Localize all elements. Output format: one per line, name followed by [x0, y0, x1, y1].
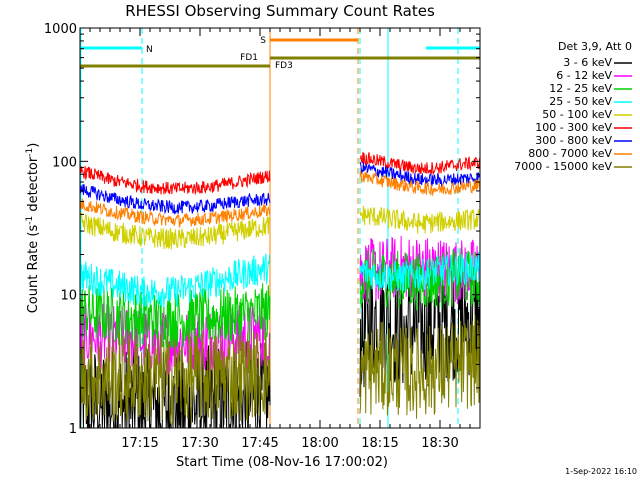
legend-label-1: 6 - 12 keV [556, 69, 612, 82]
y-axis-label-part1: Count Rate (s [26, 225, 41, 314]
legend-label-6: 300 - 800 keV [535, 134, 612, 147]
legend-label-3: 25 - 50 keV [549, 95, 612, 108]
series-line-8-seg1 [79, 330, 271, 426]
x-axis-label: Start Time (08-Nov-16 17:00:02) [176, 455, 388, 470]
x-tick-label-1: 17:30 [181, 436, 218, 451]
series-line-4-seg2 [359, 205, 481, 234]
legend-label-4: 50 - 100 keV [542, 108, 612, 121]
x-tick-label-5: 18:30 [421, 436, 458, 451]
flag-label-2: S [260, 36, 266, 46]
flag-label-0: N [146, 45, 153, 55]
x-tick-label-0: 17:15 [121, 436, 158, 451]
y-axis-label-part2: detector [26, 156, 41, 216]
series-line-5-seg2 [359, 152, 481, 175]
y-tick-label-3: 1000 [44, 22, 77, 37]
x-tick-label-3: 18:00 [301, 436, 338, 451]
legend-label-2: 12 - 25 keV [549, 82, 612, 95]
legend-label-5: 100 - 300 keV [535, 121, 612, 134]
series-line-7-seg1 [79, 198, 271, 229]
legend-label-8: 7000 - 15000 keV [514, 160, 612, 173]
series-line-0-seg1 [79, 341, 271, 430]
y-tick-label-0: 1 [69, 422, 77, 437]
chart-title: RHESSI Observing Summary Count Rates [125, 2, 435, 20]
series-line-5-seg1 [79, 164, 271, 196]
series-line-6-seg1 [79, 184, 271, 215]
x-tick-label-2: 17:45 [241, 436, 278, 451]
series-line-6-seg2 [359, 161, 481, 188]
x-tick-label-4: 18:15 [361, 436, 398, 451]
series-line-3-seg1 [79, 253, 271, 308]
series-line-2-seg1 [79, 283, 271, 350]
series-line-8-seg2 [359, 314, 481, 419]
footer-timestamp: 1-Sep-2022 16:10 [565, 467, 637, 476]
x-axis: 17:15 17:30 17:45 18:00 18:15 18:30 [79, 28, 481, 451]
series-line-7-seg2 [359, 170, 481, 196]
y-axis-label: Count Rate (s-1 detector-1) [25, 143, 41, 314]
series-line-4-seg1 [79, 210, 271, 250]
flag-label-4: FD3 [275, 61, 293, 71]
flag-label-3: FD1 [240, 53, 258, 63]
y-axis-label-sup2: -1 [25, 148, 35, 157]
legend-label-0: 3 - 6 keV [563, 56, 612, 69]
y-tick-label-2: 100 [52, 155, 77, 170]
y-axis: 1 10 100 1000 [44, 22, 480, 437]
series-group [79, 152, 481, 430]
series-line-1-seg2 [359, 235, 481, 305]
legend-header: Det 3,9, Att 0 [558, 40, 632, 53]
legend-label-7: 800 - 7000 keV [528, 147, 612, 160]
y-axis-label-part3: ) [26, 143, 41, 148]
series-line-3-seg2 [359, 251, 481, 292]
y-axis-label-sup1: -1 [25, 216, 35, 225]
y-tick-label-1: 10 [60, 289, 77, 304]
